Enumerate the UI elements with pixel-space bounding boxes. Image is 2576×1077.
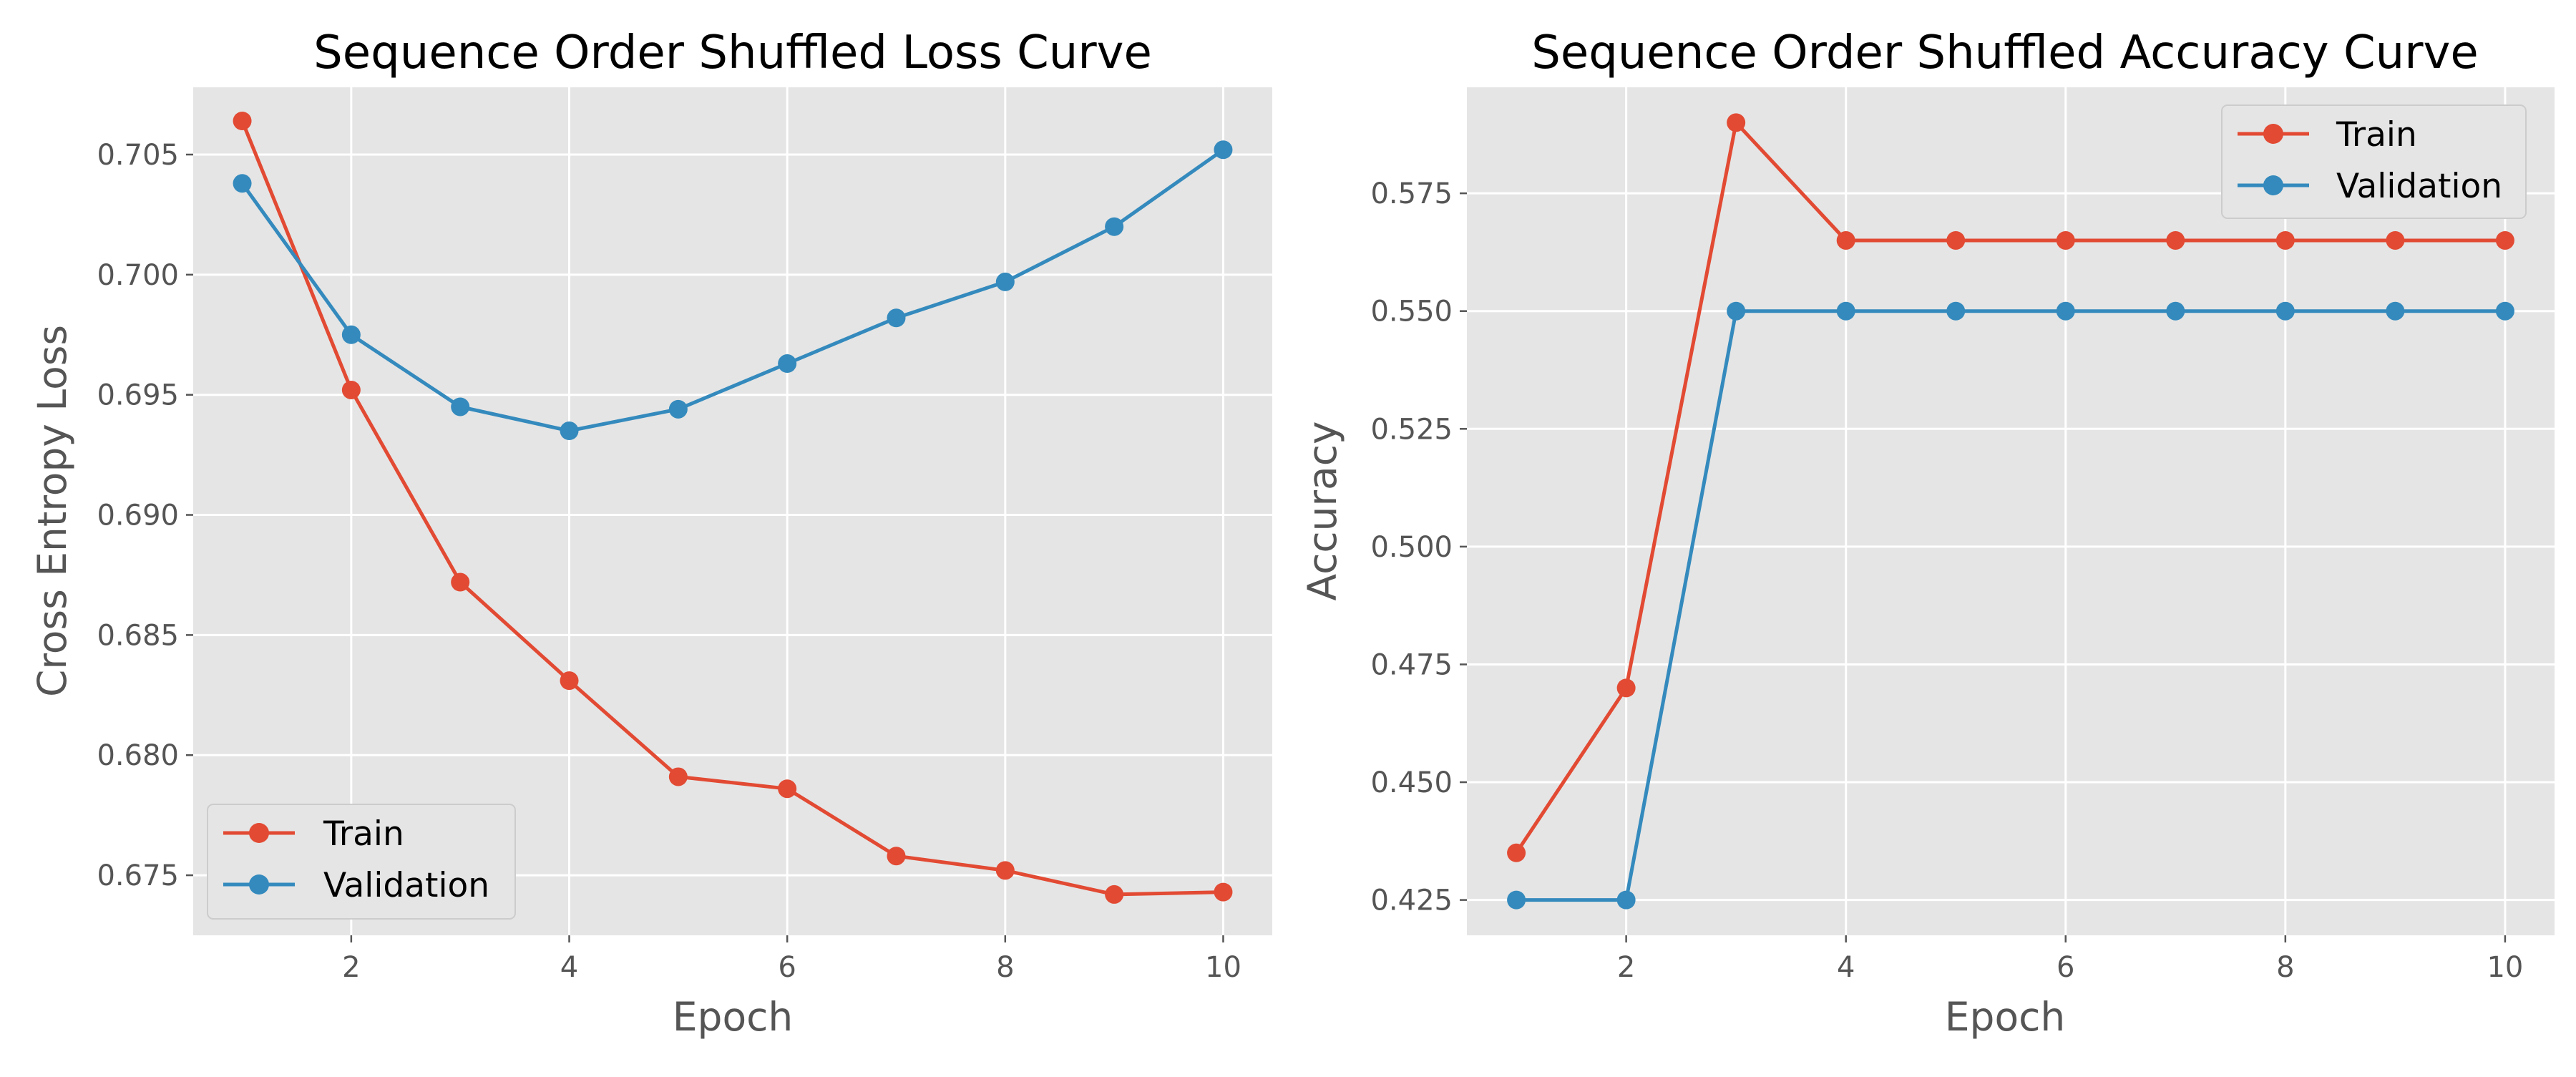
loss-validation-line [240,148,1224,433]
accuracy-validation-point [2275,301,2295,321]
loss-train-point [560,671,579,691]
accuracy-y-tick-label: 0.450 [1370,766,1453,799]
loss-train-point [1214,882,1233,902]
accuracy-series [1507,113,2514,910]
loss-validation-point [995,272,1015,291]
loss-train-line [240,120,1224,897]
loss-train-point [668,767,688,786]
loss-ticks: 2 4 6 8 10 0.675 0.680 0.685 0.690 0.695 0.700 0.70… [97,139,1241,984]
accuracy-train-point [2386,230,2405,250]
loss-y-tick-label: 0.700 [97,259,179,292]
loss-plot-area [193,87,1272,935]
accuracy-validation-point [2056,301,2075,321]
accuracy-plot-area [1467,87,2555,935]
loss-legend-validation-marker [249,874,269,895]
accuracy-x-axis-label: Epoch [1945,994,2065,1040]
accuracy-validation-point [2166,301,2185,321]
accuracy-chart: 2 4 6 8 10 0.425 0.450 0.475 0.500 0.525 0.550 0.57… [1299,26,2555,1040]
accuracy-train-point [1616,678,1636,698]
loss-grid [193,87,1272,935]
loss-train-point [887,847,906,866]
loss-y-axis-label: Cross Entropy Loss [29,325,75,697]
loss-y-tick-label: 0.685 [97,619,179,652]
loss-legend-train-marker [249,823,269,843]
accuracy-legend: Train Validation [2221,104,2527,219]
accuracy-validation-point [1836,301,1855,321]
loss-validation-point [1214,140,1233,160]
accuracy-legend-train-label: Train [2336,115,2417,155]
accuracy-legend-train-marker [2263,124,2283,144]
accuracy-train-point [1946,230,1966,250]
accuracy-y-tick-label: 0.500 [1370,531,1453,564]
loss-legend: Train Validation [207,804,516,920]
accuracy-train-point [1507,843,1526,862]
accuracy-train-point [2275,230,2295,250]
loss-validation-point [233,174,252,193]
accuracy-validation-point [1727,301,1746,321]
accuracy-x-tick-label: 6 [2057,951,2074,984]
accuracy-validation-point [1946,301,1966,321]
loss-legend-validation-label: Validation [323,866,489,905]
accuracy-validation-point [2495,301,2514,321]
accuracy-ticks: 2 4 6 8 10 0.425 0.450 0.475 0.500 0.525 0.550 0.57… [1370,177,2523,984]
accuracy-train-point [2495,230,2514,250]
loss-legend-train-label: Train [323,814,404,854]
loss-train-point [778,779,797,799]
loss-validation-point [668,399,688,419]
loss-train-point [995,861,1015,880]
accuracy-x-tick-label: 8 [2276,951,2294,984]
loss-train-point [451,572,470,592]
loss-train-point [1105,884,1124,904]
accuracy-legend-validation-marker [2263,175,2283,195]
accuracy-x-tick-label: 10 [2487,951,2523,984]
accuracy-y-tick-label: 0.475 [1370,648,1453,681]
accuracy-validation-point [2386,301,2405,321]
loss-x-tick-label: 2 [342,951,360,984]
loss-x-axis-label: Epoch [673,994,793,1040]
accuracy-x-tick-label: 2 [1617,951,1635,984]
loss-chart-title: Sequence Order Shuffled Loss Curve [313,26,1152,79]
loss-validation-point [341,325,361,344]
accuracy-y-tick-label: 0.425 [1370,884,1453,917]
loss-series [233,111,1233,904]
loss-y-tick-label: 0.695 [97,379,179,412]
accuracy-chart-title: Sequence Order Shuffled Accuracy Curve [1531,26,2479,79]
loss-validation-point [560,421,579,441]
loss-y-tick-label: 0.690 [97,499,179,532]
loss-x-tick-label: 10 [1205,951,1241,984]
accuracy-y-tick-label: 0.550 [1370,296,1453,328]
loss-validation-point [451,397,470,416]
accuracy-x-tick-label: 4 [1837,951,1855,984]
loss-chart: 2 4 6 8 10 0.675 0.680 0.685 0.690 0.695 0.700 0.70… [29,26,1272,1040]
accuracy-train-point [2166,230,2185,250]
accuracy-legend-validation-label: Validation [2336,167,2502,206]
accuracy-train-point [2056,230,2075,250]
loss-train-point [233,111,252,130]
accuracy-train-line [1515,120,2505,854]
loss-y-tick-label: 0.680 [97,739,179,772]
accuracy-train-point [1836,230,1855,250]
accuracy-validation-point [1616,890,1636,910]
loss-y-tick-label: 0.675 [97,859,179,892]
loss-y-tick-label: 0.705 [97,139,179,172]
accuracy-y-axis-label: Accuracy [1299,421,1345,600]
accuracy-train-point [1727,113,1746,132]
loss-x-tick-label: 4 [560,951,578,984]
loss-x-tick-label: 6 [778,951,796,984]
accuracy-y-tick-label: 0.525 [1370,413,1453,446]
loss-validation-point [887,308,906,328]
loss-x-tick-label: 8 [996,951,1014,984]
accuracy-validation-line [1516,309,2505,902]
loss-train-point [341,380,361,399]
accuracy-y-tick-label: 0.575 [1370,177,1453,210]
loss-validation-point [778,354,797,374]
loss-validation-point [1105,217,1124,236]
accuracy-validation-point [1507,890,1526,910]
